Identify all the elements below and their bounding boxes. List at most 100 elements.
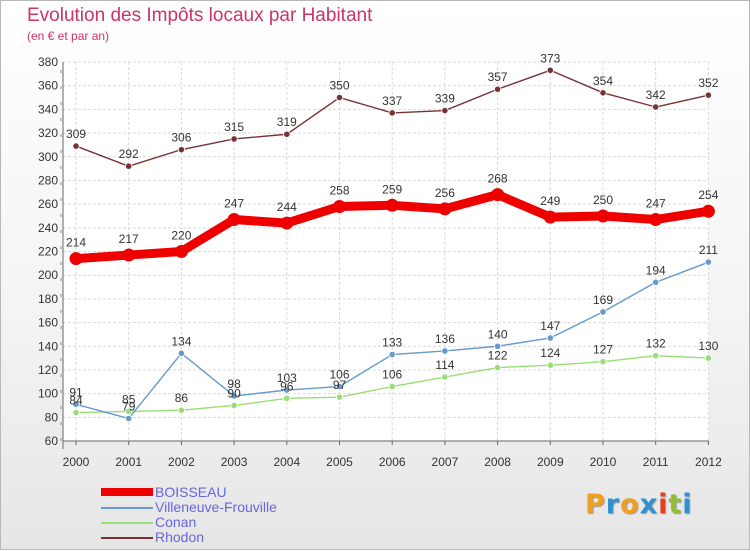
data-point-villeneuve-frouville xyxy=(230,392,238,400)
data-label-conan: 84 xyxy=(69,394,83,408)
data-label-rhodon: 337 xyxy=(382,94,402,108)
data-point-boisseau xyxy=(174,245,188,258)
data-label-villeneuve-frouville: 136 xyxy=(435,332,455,346)
data-point-villeneuve-frouville xyxy=(652,278,660,286)
y-tick-label: 300 xyxy=(38,150,58,164)
logo-letter: i xyxy=(682,489,693,520)
data-point-conan xyxy=(72,408,80,417)
data-point-conan xyxy=(230,401,238,410)
x-tick-label: 2010 xyxy=(590,455,617,469)
y-tick-label: 280 xyxy=(38,173,58,187)
data-point-rhodon xyxy=(283,130,291,138)
data-label-rhodon: 352 xyxy=(698,76,718,90)
y-tick-label: 60 xyxy=(45,434,59,448)
data-point-villeneuve-frouville xyxy=(125,414,133,423)
data-point-conan xyxy=(125,407,133,415)
data-label-boisseau: 259 xyxy=(382,182,402,196)
data-label-conan: 85 xyxy=(122,392,136,406)
data-point-villeneuve-frouville xyxy=(599,308,607,316)
data-label-boisseau: 268 xyxy=(488,172,508,186)
x-tick-label: 2011 xyxy=(643,455,669,469)
x-tick-label: 2004 xyxy=(273,455,300,469)
data-label-rhodon: 292 xyxy=(119,147,139,161)
data-labels: 214 217 220 247 244 258 259 256 268 249 250 247 254 9… xyxy=(66,51,719,413)
data-label-conan: 132 xyxy=(646,337,666,351)
y-tick-label: 320 xyxy=(38,126,58,140)
y-tick-label: 340 xyxy=(38,102,58,116)
axes: 60 80 100 120 140 160 180 200 220 240 260 280 300 320… xyxy=(38,55,722,469)
data-point-boisseau xyxy=(649,213,663,227)
data-label-conan: 106 xyxy=(382,368,402,382)
legend-swatch-boisseau xyxy=(101,488,153,496)
data-label-villeneuve-frouville: 140 xyxy=(488,327,508,341)
data-label-rhodon: 339 xyxy=(435,92,455,106)
series-layer xyxy=(69,66,715,423)
x-tick-label: 2008 xyxy=(484,455,511,469)
data-label-villeneuve-frouville: 134 xyxy=(171,334,191,348)
y-tick-label: 360 xyxy=(38,79,58,93)
y-tick-label: 180 xyxy=(38,292,58,306)
data-label-villeneuve-frouville: 103 xyxy=(277,371,297,385)
data-label-boisseau: 254 xyxy=(698,188,718,202)
y-tick-label: 260 xyxy=(38,197,58,211)
data-point-boisseau xyxy=(491,188,505,202)
data-label-rhodon: 309 xyxy=(66,127,86,141)
data-label-conan: 86 xyxy=(175,391,189,405)
y-tick-label: 220 xyxy=(38,245,58,259)
y-tick-label: 380 xyxy=(38,55,58,69)
data-label-boisseau: 258 xyxy=(329,183,349,197)
data-point-rhodon xyxy=(441,106,449,115)
data-point-villeneuve-frouville xyxy=(335,382,344,391)
legend-label-boisseau: BOISSEAU xyxy=(155,484,227,500)
data-point-rhodon xyxy=(652,103,660,111)
y-tick-label: 240 xyxy=(38,221,58,235)
data-point-rhodon xyxy=(704,91,713,99)
data-label-boisseau: 247 xyxy=(646,197,666,211)
data-point-villeneuve-frouville xyxy=(283,386,291,394)
data-point-boisseau xyxy=(69,252,83,266)
data-point-boisseau xyxy=(333,199,346,213)
y-tick-label: 160 xyxy=(38,316,58,330)
logo-letter: i xyxy=(658,489,669,520)
x-tick-label: 2003 xyxy=(221,455,248,469)
data-point-rhodon xyxy=(388,109,396,117)
data-label-conan: 130 xyxy=(698,339,718,353)
data-point-conan xyxy=(177,406,185,414)
data-label-rhodon: 354 xyxy=(593,74,613,88)
data-label-conan: 124 xyxy=(540,346,560,360)
data-point-villeneuve-frouville xyxy=(177,349,185,357)
data-point-conan xyxy=(704,354,713,362)
data-point-conan xyxy=(283,394,291,402)
data-label-villeneuve-frouville: 194 xyxy=(646,263,666,277)
data-label-boisseau: 249 xyxy=(540,194,560,208)
legend-swatch-rhodon xyxy=(101,537,153,539)
data-point-villeneuve-frouville xyxy=(72,400,80,408)
data-label-conan: 97 xyxy=(333,378,347,392)
logo-letter: P xyxy=(585,489,606,520)
data-point-conan xyxy=(599,358,607,366)
legend-swatch-conan xyxy=(101,522,153,524)
data-label-boisseau: 217 xyxy=(119,232,139,246)
logo-letter: o xyxy=(620,489,640,520)
data-point-conan xyxy=(652,352,660,360)
data-label-villeneuve-frouville: 79 xyxy=(122,399,136,413)
data-point-villeneuve-frouville xyxy=(704,258,713,266)
y-tick-label: 120 xyxy=(38,363,58,377)
data-label-rhodon: 319 xyxy=(277,115,297,129)
data-label-villeneuve-frouville: 133 xyxy=(382,336,402,350)
logo-letter: t xyxy=(668,489,683,520)
data-label-villeneuve-frouville: 91 xyxy=(69,385,83,399)
data-point-conan xyxy=(335,393,344,401)
legend-label-villeneuve-frouville: Villeneuve-Frouville xyxy=(155,499,277,515)
data-label-rhodon: 373 xyxy=(540,51,560,65)
data-label-boisseau: 214 xyxy=(66,236,86,250)
data-point-boisseau xyxy=(543,210,557,224)
data-label-boisseau: 247 xyxy=(224,197,244,211)
data-label-villeneuve-frouville: 169 xyxy=(593,293,613,307)
data-point-rhodon xyxy=(546,66,554,74)
data-label-conan: 90 xyxy=(227,386,241,400)
data-label-conan: 96 xyxy=(280,379,294,393)
data-point-boisseau xyxy=(385,198,399,212)
data-point-conan xyxy=(441,373,449,381)
